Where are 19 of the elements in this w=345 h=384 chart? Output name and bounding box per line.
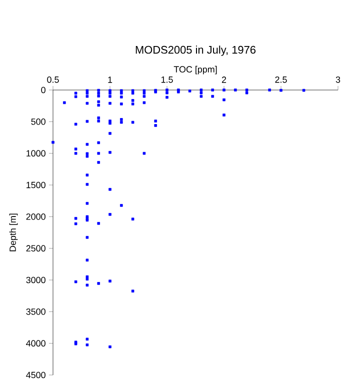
y-tick-label: 3500 (26, 308, 46, 315)
chart-title: MODS2005 in July, 1976 (136, 46, 256, 56)
x-tick-label: 1 (108, 76, 112, 83)
x-tick-label: 1.5 (161, 76, 173, 83)
y-tick-label: 0 (41, 86, 46, 94)
y-tick-label: 3000 (26, 276, 46, 284)
y-tick-label: 500 (31, 118, 46, 125)
x-axis-title: TOC [ppm] (174, 66, 217, 74)
y-tick-label: 1000 (26, 150, 46, 157)
y-tick-label: 1500 (26, 182, 46, 188)
x-tick-label: 2 (222, 76, 226, 83)
x-tick-label: 0.5 (47, 76, 59, 83)
y-tick-label: 4500 (26, 372, 46, 378)
y-axis-title: Depth [m] (9, 214, 18, 252)
x-tick-label: 2.5 (275, 76, 287, 83)
x-tick-label: 3 (336, 76, 340, 83)
y-tick-label: 4000 (26, 340, 46, 347)
y-tick-label: 2000 (26, 213, 46, 220)
y-tick-label: 2500 (26, 245, 46, 252)
